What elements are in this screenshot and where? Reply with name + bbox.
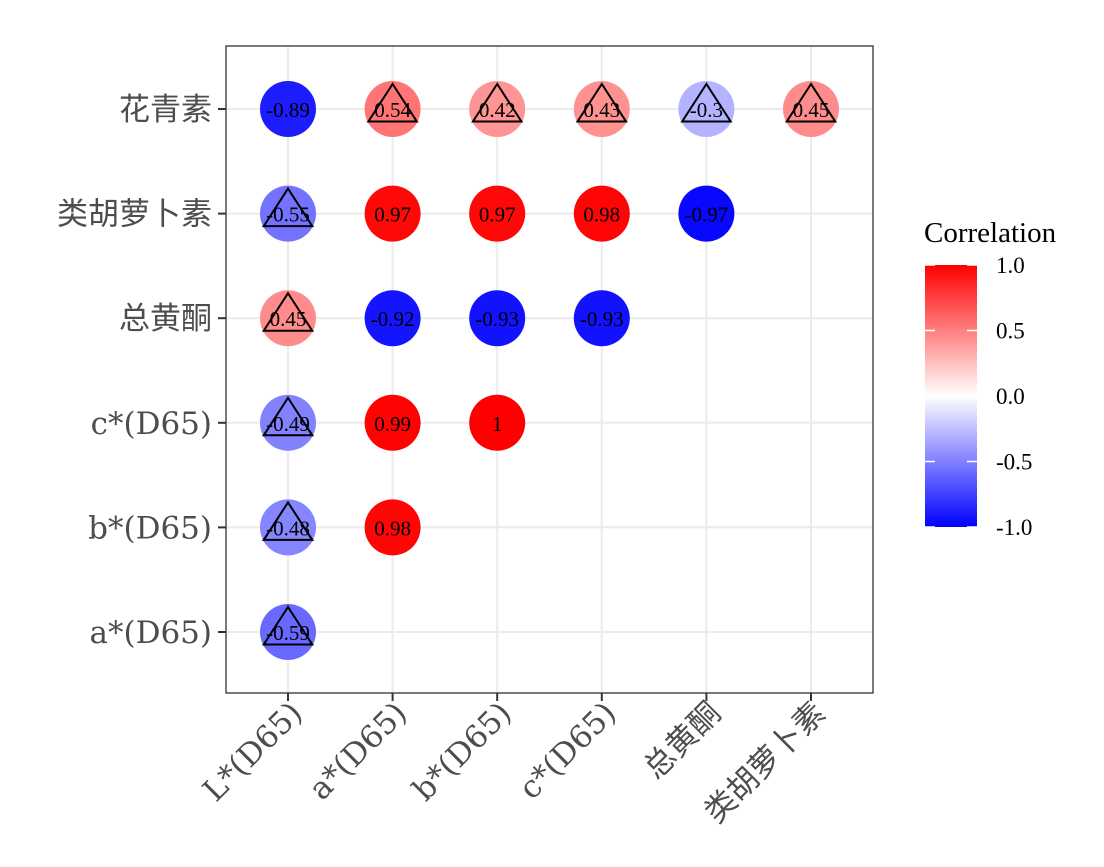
heatmap-cell-circle	[783, 81, 839, 137]
legend: Correlation 1.0 0.5 0.0 -0.5 -1.0	[924, 217, 1057, 540]
heatmap-cell-circle	[469, 81, 526, 137]
cell-value-label: -0.93	[475, 307, 519, 331]
cell-value-label: -0.48	[266, 516, 310, 540]
cell-value-label: 0.97	[479, 203, 516, 227]
heatmap-cell: 0.45	[260, 290, 316, 347]
y-axis-tick-label: 总黄酮	[119, 301, 212, 337]
heatmap-cell: -0.48	[260, 499, 316, 556]
x-axis-tick-label: a*(D65)	[302, 695, 414, 807]
cell-value-label: 0.42	[479, 98, 516, 122]
y-axis-tick-label: a*(D65)	[90, 615, 212, 651]
legend-break-label: -0.5	[996, 450, 1032, 475]
significance-triangle	[784, 82, 838, 123]
heatmap-cell: -0.92	[364, 290, 421, 347]
heatmap-cell-circle	[260, 290, 316, 347]
cell-value-label: 0.54	[374, 98, 411, 122]
cell-value-label: 0.97	[374, 203, 411, 227]
legend-break-label: 1.0	[996, 253, 1025, 278]
heatmap-cell-circle	[573, 290, 630, 347]
x-axis-tick-label: 总黄酮	[637, 695, 728, 786]
significance-triangle	[575, 82, 628, 123]
heatmap-cell-circle	[364, 499, 421, 556]
heatmap-cell: -0.93	[469, 290, 526, 347]
x-axis-tick-label: L*(D65)	[196, 695, 310, 809]
heatmap-cell-circle	[364, 81, 421, 137]
heatmap-cell-circle	[364, 185, 421, 242]
heatmap-cell: -0.93	[573, 290, 630, 347]
cell-value-label: 0.98	[374, 516, 411, 540]
heatmap-cell-circle	[260, 394, 316, 451]
heatmap-cell-circle	[364, 290, 421, 347]
cell-value-label: 0.43	[583, 98, 620, 122]
grid-lines	[226, 46, 873, 693]
heatmap-cell-circle	[678, 185, 735, 242]
y-axis-tick-label: 类胡萝卜素	[57, 197, 212, 233]
heatmap-cell-circle	[364, 394, 421, 451]
heatmap-cell: 0.97	[469, 185, 526, 242]
heatmap-cell-circle	[469, 290, 526, 347]
heatmap-cell: 0.99	[364, 394, 421, 451]
heatmap-cell: 0.54	[364, 81, 421, 137]
heatmap-cell: -0.97	[678, 185, 735, 242]
cell-value-label: -0.93	[580, 307, 624, 331]
legend-break-label: -1.0	[996, 515, 1032, 540]
heatmap-cell: -0.3	[678, 81, 735, 137]
y-axis-tick-label: c*(D65)	[91, 406, 212, 442]
x-axis-tick-label: b*(D65)	[406, 695, 519, 808]
significance-triangle	[261, 291, 315, 332]
heatmap-cell: 0.43	[573, 81, 630, 137]
heatmap-cell: 0.45	[783, 81, 839, 137]
heatmap-cell: -0.49	[260, 394, 316, 451]
significance-triangle	[261, 395, 315, 437]
heatmap-cell: 0.98	[364, 499, 421, 556]
cell-value-label: 0.45	[270, 307, 307, 331]
cell-value-label: -0.55	[266, 203, 310, 227]
heatmap-cell-circle	[260, 81, 316, 137]
cell-value-label: -0.49	[266, 412, 310, 436]
cell-value-label: 1	[492, 412, 503, 436]
heatmap-cell: 0.97	[364, 185, 421, 242]
y-axis-tick-label: 花青素	[119, 92, 212, 128]
legend-break-label: 0.5	[996, 319, 1025, 344]
heatmap-cell: -0.59	[260, 604, 316, 660]
heatmap-cell-circle	[260, 499, 316, 556]
heatmap-cell-circle	[260, 604, 316, 660]
y-axis-tick-label: b*(D65)	[88, 510, 212, 546]
cell-value-label: -0.59	[266, 621, 310, 645]
cell-value-label: 0.98	[583, 203, 620, 227]
heatmap-cell: -0.89	[260, 81, 316, 137]
heatmap-cell-circle	[260, 185, 316, 242]
heatmap-cell-circle	[573, 185, 630, 242]
heatmap-cell-circle	[573, 81, 630, 137]
significance-triangle	[680, 82, 733, 123]
heatmap-cell-circle	[678, 81, 735, 137]
cell-value-label: -0.89	[266, 98, 310, 122]
cell-value-label: -0.92	[371, 307, 415, 331]
legend-title: Correlation	[924, 217, 1057, 249]
significance-triangle	[366, 82, 419, 123]
panel-background	[226, 46, 873, 693]
cell-value-label: -0.97	[685, 203, 729, 227]
heatmap-cell: 1	[469, 394, 526, 451]
cell-value-label: 0.99	[374, 412, 411, 436]
panel-border	[225, 45, 874, 694]
significance-triangle	[261, 605, 315, 646]
cell-value-label: -0.3	[690, 98, 723, 122]
significance-triangle	[261, 500, 315, 541]
heatmap-cell-circle	[469, 394, 526, 451]
heatmap-cell-circle	[469, 185, 526, 242]
chart-marks: -0.89 0.54 0.42 0.43 -0.3 0.45 -0.55 0.97 0.97 0.…	[260, 81, 839, 660]
cell-value-label: 0.45	[793, 98, 830, 122]
x-axis-tick-label: c*(D65)	[512, 695, 623, 806]
significance-triangle	[261, 186, 315, 228]
legend-break-label: 0.0	[996, 384, 1025, 409]
heatmap-cell: 0.42	[469, 81, 526, 137]
significance-triangle	[471, 82, 524, 123]
heatmap-cell: 0.98	[573, 185, 630, 242]
heatmap-cell: -0.55	[260, 185, 316, 242]
